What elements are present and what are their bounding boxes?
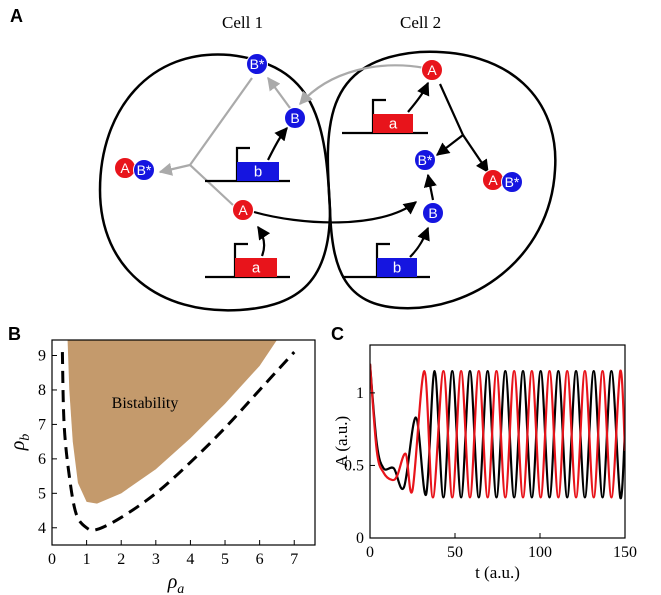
y-tick-label: 4 [38, 520, 46, 537]
x-tick-label: 2 [117, 551, 125, 568]
y-tick-label: 0 [356, 530, 364, 547]
molecule-label: A [488, 172, 498, 188]
y-tick-label: 6 [38, 451, 46, 468]
line [370, 363, 625, 499]
x-tick-label: 1 [83, 551, 91, 568]
gene-label: b [254, 164, 262, 181]
x-axis-label: ρa [167, 571, 185, 595]
annotation: Bistability [112, 395, 179, 412]
molecule-label: A [427, 62, 437, 78]
gene-box [237, 162, 279, 181]
x-tick-label: 100 [528, 544, 552, 561]
y-tick-label: 5 [38, 485, 46, 502]
gene-box [235, 258, 277, 277]
panel-label: B [8, 324, 21, 344]
x-axis-label: t (a.u.) [475, 563, 520, 582]
boundary-curve [60, 351, 296, 532]
molecule-label: B* [505, 174, 520, 190]
gene-label: a [252, 260, 261, 277]
y-axis-label: ρb [7, 434, 33, 452]
molecule [414, 149, 436, 171]
molecule-label: A [238, 202, 248, 218]
y-axis-label: A (a.u.) [332, 416, 351, 467]
x-tick-label: 0 [48, 551, 56, 568]
label-subscript: b [18, 434, 33, 441]
molecule [422, 202, 444, 224]
x-tick-label: 6 [256, 551, 264, 568]
molecule-label: B* [250, 56, 265, 72]
cell-label: Cell 1 [222, 13, 263, 32]
gene-box [377, 258, 417, 277]
label-symbol: ρ [167, 571, 178, 593]
molecule [501, 171, 523, 193]
y-tick-label: 1 [356, 385, 364, 402]
line [370, 363, 625, 500]
panel-label: A [10, 6, 23, 26]
cell-label: Cell 2 [400, 13, 441, 32]
label-subscript: a [177, 582, 184, 595]
molecule-label: A [120, 160, 130, 176]
gene-label: a [389, 116, 398, 133]
gene-box [373, 114, 413, 133]
molecule-label: B* [418, 152, 433, 168]
molecule-label: B* [137, 162, 152, 178]
arrows [158, 64, 489, 258]
molecule-label: B [290, 110, 299, 126]
label-symbol: ρ [7, 441, 29, 452]
molecule [421, 59, 443, 81]
y-tick-label: 7 [38, 416, 46, 433]
x-tick-label: 0 [366, 544, 374, 561]
x-tick-label: 4 [186, 551, 194, 568]
panel-label: C [331, 324, 344, 344]
cells [98, 50, 557, 312]
molecule [246, 53, 268, 75]
plot-frame [369, 344, 626, 539]
x-tick-label: 5 [221, 551, 229, 568]
y-tick-label: 0.5 [344, 457, 364, 474]
molecule [232, 199, 254, 221]
molecule-label: B [428, 205, 437, 221]
plot-frame [51, 339, 316, 546]
x-tick-label: 3 [152, 551, 160, 568]
gene-label: b [393, 260, 401, 277]
molecule [284, 107, 306, 129]
y-tick-label: 8 [38, 382, 46, 399]
x-tick-label: 150 [613, 544, 637, 561]
x-tick-label: 50 [447, 544, 463, 561]
x-tick-label: 7 [290, 551, 298, 568]
molecule [133, 159, 155, 181]
y-tick-label: 9 [38, 348, 46, 365]
region [67, 340, 277, 504]
